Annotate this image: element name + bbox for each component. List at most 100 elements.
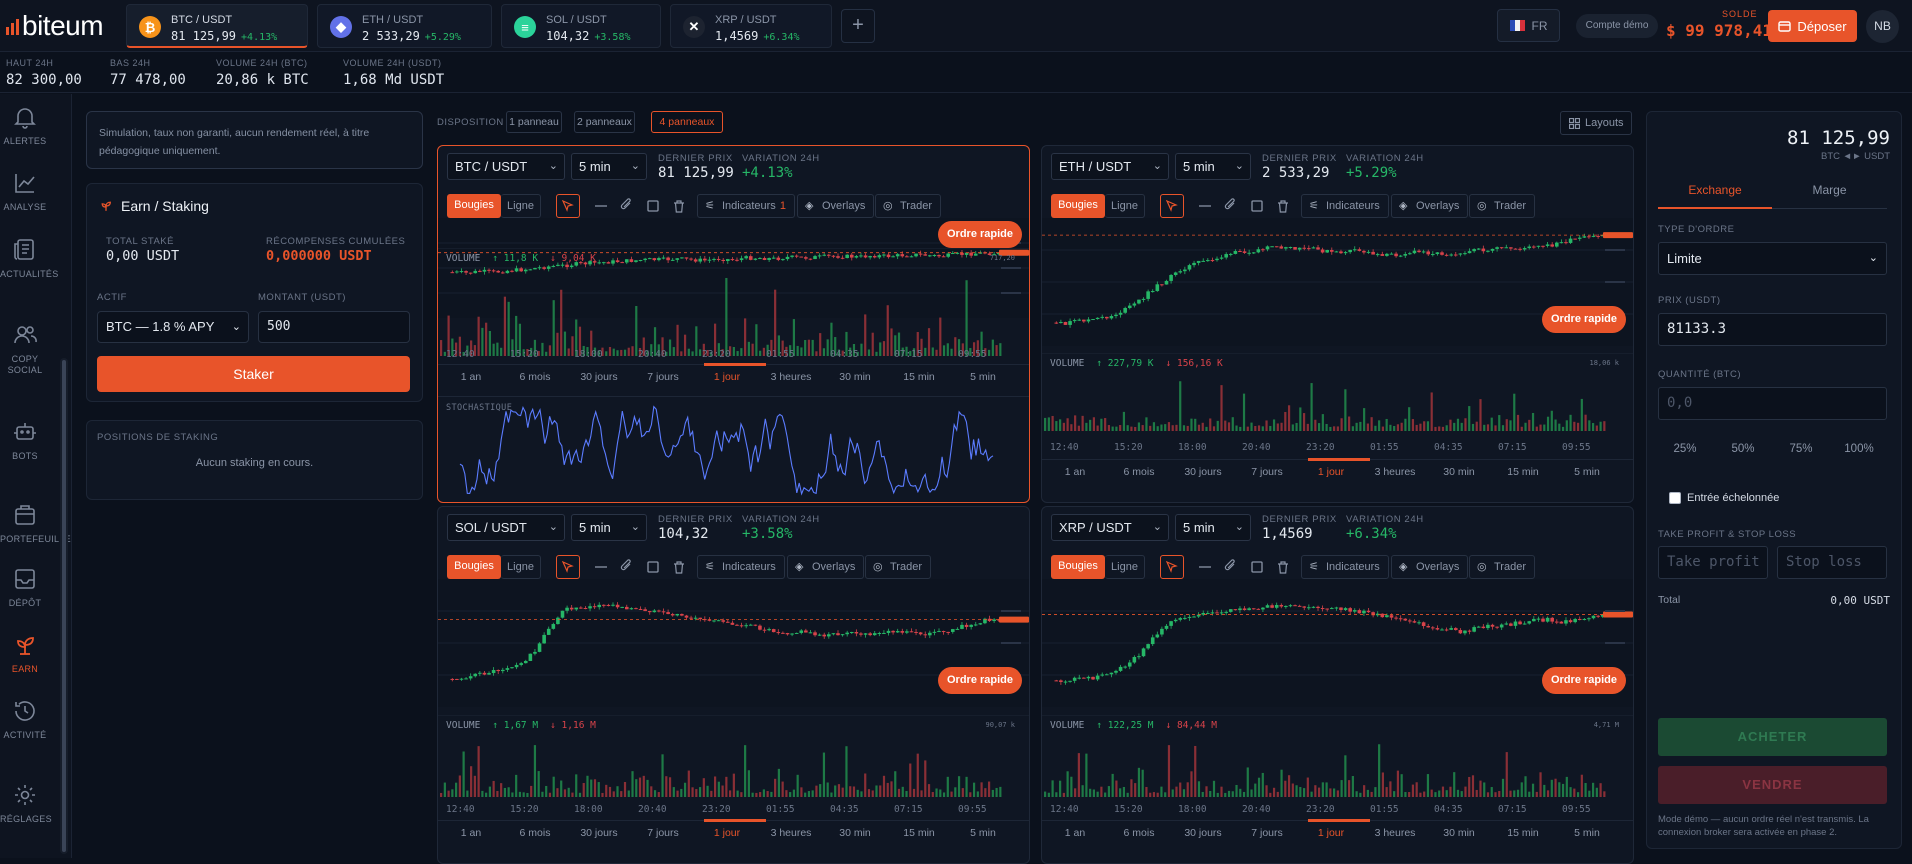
range-option[interactable]: 15 min	[1507, 466, 1539, 478]
interval-select[interactable]: 5 min ⌄	[571, 514, 647, 541]
sidebar-item-alertes[interactable]: ALERTES	[0, 104, 50, 147]
range-option[interactable]: 1 jour	[1317, 466, 1345, 478]
order-type-select[interactable]: Limite ⌄	[1658, 242, 1887, 275]
range-option[interactable]: 5 min	[1574, 466, 1600, 478]
range-option[interactable]: 30 min	[1443, 827, 1475, 839]
quantity-input[interactable]: 0,0	[1658, 387, 1887, 420]
line-tool-icon[interactable]	[1197, 198, 1213, 214]
range-option[interactable]: 6 mois	[519, 371, 551, 383]
volume-chart[interactable]	[438, 715, 1030, 797]
trader-button[interactable]: ◎ Trader	[1469, 555, 1535, 579]
trader-button[interactable]: ◎ Trader	[875, 194, 941, 218]
language-selector[interactable]: FR	[1497, 9, 1560, 42]
scaled-entry-option[interactable]: Entrée échelonnée	[1658, 490, 1887, 506]
range-option[interactable]: 6 mois	[1123, 466, 1155, 478]
indicators-button[interactable]: ⚟ Indicateurs	[1301, 555, 1389, 579]
layouts-button[interactable]: Layouts	[1560, 111, 1632, 135]
candles-button[interactable]: Bougies	[447, 555, 501, 579]
interval-select[interactable]: 5 min ⌄	[571, 153, 647, 180]
interval-select[interactable]: 5 min ⌄	[1175, 514, 1251, 541]
range-option[interactable]: 1 jour	[713, 371, 741, 383]
paperclip-icon[interactable]	[619, 559, 635, 575]
candles-button[interactable]: Bougies	[1051, 555, 1105, 579]
cursor-tool-button[interactable]	[1160, 194, 1184, 218]
range-option[interactable]: 30 jours	[1184, 827, 1222, 839]
volume-chart[interactable]	[438, 248, 1030, 356]
sidebar-item-actualites[interactable]: ACTUALITÉS	[0, 237, 58, 280]
price-chart[interactable]	[1042, 579, 1634, 707]
range-option[interactable]: 30 min	[839, 827, 871, 839]
trash-icon[interactable]	[671, 198, 687, 214]
range-option[interactable]: 1 an	[1064, 827, 1086, 839]
overlays-button[interactable]: ◈ Overlays	[1391, 194, 1469, 218]
indicators-button[interactable]: ⚟ Indicateurs	[697, 555, 785, 579]
paperclip-icon[interactable]	[1223, 198, 1239, 214]
pair-select[interactable]: BTC / USDT ⌄	[447, 153, 565, 180]
sidebar-scrollbar-thumb[interactable]	[62, 360, 66, 852]
cursor-tool-button[interactable]	[556, 555, 580, 579]
line-button[interactable]: Ligne	[501, 194, 541, 218]
add-ticker-button[interactable]: +	[841, 9, 875, 43]
quick-order-button[interactable]: Ordre rapide	[1542, 306, 1626, 333]
asset-select[interactable]: BTC — 1.8 % APY ⌄	[97, 311, 249, 343]
line-tool-icon[interactable]	[1197, 559, 1213, 575]
sidebar-item-depot[interactable]: DÉPÔT	[0, 566, 50, 609]
candles-button[interactable]: Bougies	[447, 194, 501, 218]
pair-select[interactable]: SOL / USDT ⌄	[447, 514, 565, 541]
range-option[interactable]: 30 jours	[580, 371, 618, 383]
cursor-tool-button[interactable]	[556, 194, 580, 218]
paperclip-icon[interactable]	[619, 198, 635, 214]
pair-select[interactable]: ETH / USDT ⌄	[1051, 153, 1169, 180]
take-profit-input[interactable]: Take profit	[1658, 546, 1768, 579]
rectangle-tool-icon[interactable]	[645, 559, 661, 575]
range-option[interactable]: 15 min	[903, 371, 935, 383]
sidebar-item-earn[interactable]: EARN	[0, 632, 50, 675]
range-option[interactable]: 3 heures	[1374, 827, 1416, 839]
range-option[interactable]: 30 jours	[1184, 466, 1222, 478]
line-tool-icon[interactable]	[593, 198, 609, 214]
sidebar-item-activite[interactable]: ACTIVITÉ	[0, 698, 50, 741]
line-button[interactable]: Ligne	[1105, 555, 1145, 579]
price-input[interactable]: 81133.3	[1658, 313, 1887, 346]
range-option[interactable]: 1 jour	[1317, 827, 1345, 839]
range-option[interactable]: 3 heures	[770, 827, 812, 839]
rectangle-tool-icon[interactable]	[1249, 559, 1265, 575]
trader-button[interactable]: ◎ Trader	[865, 555, 931, 579]
quick-order-button[interactable]: Ordre rapide	[1542, 667, 1626, 694]
line-button[interactable]: Ligne	[1105, 194, 1145, 218]
trader-button[interactable]: ◎ Trader	[1469, 194, 1535, 218]
trash-icon[interactable]	[1275, 559, 1291, 575]
cursor-tool-button[interactable]	[1160, 555, 1184, 579]
paperclip-icon[interactable]	[1223, 559, 1239, 575]
layout-option-1[interactable]: 1 panneau	[506, 111, 562, 133]
range-option[interactable]: 3 heures	[770, 371, 812, 383]
price-chart[interactable]	[438, 218, 1030, 318]
range-option[interactable]: 30 min	[1443, 466, 1475, 478]
sidebar-item-bots[interactable]: BOTS	[0, 419, 50, 462]
sidebar-item-analyse[interactable]: ANALYSE	[0, 170, 50, 213]
range-option[interactable]: 30 jours	[580, 827, 618, 839]
sidebar-item-portefeuille[interactable]: PORTEFEUILLE	[0, 502, 71, 545]
demo-account-badge[interactable]: Compte démo	[1576, 14, 1658, 38]
layout-option-2[interactable]: 2 panneaux	[574, 111, 635, 133]
overlays-button[interactable]: ◈ Overlays	[1391, 555, 1469, 579]
indicators-button[interactable]: ⚟ Indicateurs 1	[697, 194, 795, 218]
avatar[interactable]: NB	[1866, 10, 1899, 43]
range-option[interactable]: 15 min	[903, 827, 935, 839]
deposit-button[interactable]: Déposer	[1768, 10, 1857, 42]
range-option[interactable]: 5 min	[1574, 827, 1600, 839]
percent-100-button[interactable]: 100%	[1844, 443, 1874, 455]
range-option[interactable]: 5 min	[970, 371, 996, 383]
layout-option-4[interactable]: 4 panneaux	[651, 111, 723, 133]
ticker-sol[interactable]: ≡ SOL / USDT 104,32 +3.58%	[501, 4, 661, 48]
range-option[interactable]: 7 jours	[647, 827, 679, 839]
sidebar-item-reglages[interactable]: RÉGLAGES	[0, 782, 52, 825]
overlays-button[interactable]: ◈ Overlays	[787, 555, 865, 579]
amount-input[interactable]: 500	[258, 311, 410, 343]
trash-icon[interactable]	[1275, 198, 1291, 214]
percent-25-button[interactable]: 25%	[1673, 443, 1697, 455]
sell-button[interactable]: VENDRE	[1658, 766, 1887, 804]
buy-button[interactable]: ACHETER	[1658, 718, 1887, 756]
ticker-xrp[interactable]: ✕ XRP / USDT 1,4569 +6.34%	[670, 4, 832, 48]
range-option[interactable]: 7 jours	[647, 371, 679, 383]
